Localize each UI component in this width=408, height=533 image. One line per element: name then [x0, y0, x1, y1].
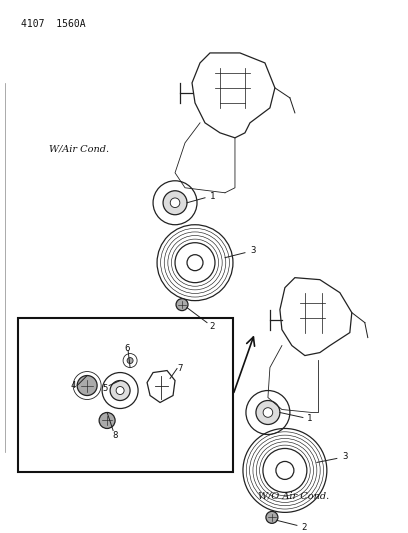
Circle shape: [256, 400, 280, 424]
Text: 4: 4: [71, 381, 76, 390]
Circle shape: [276, 462, 294, 479]
Text: 1: 1: [307, 414, 313, 423]
Text: 8: 8: [113, 431, 118, 440]
Text: 3: 3: [250, 246, 256, 255]
Circle shape: [170, 198, 180, 207]
Bar: [18, 318, 233, 472]
Text: W/O Air Cond.: W/O Air Cond.: [258, 491, 329, 500]
Circle shape: [110, 381, 130, 400]
Text: 2: 2: [301, 523, 306, 532]
Circle shape: [176, 298, 188, 311]
Circle shape: [127, 358, 133, 364]
Text: 2: 2: [209, 322, 215, 331]
Circle shape: [163, 191, 187, 215]
Circle shape: [266, 511, 278, 523]
Circle shape: [77, 376, 97, 395]
FancyArrowPatch shape: [234, 337, 255, 392]
Circle shape: [187, 255, 203, 271]
Text: W/Air Cond.: W/Air Cond.: [49, 144, 109, 154]
Text: 1: 1: [210, 192, 216, 201]
Text: 4107  1560A: 4107 1560A: [21, 19, 85, 29]
Text: 6: 6: [124, 344, 130, 353]
Text: 3: 3: [342, 452, 348, 461]
Circle shape: [99, 413, 115, 429]
Text: 5: 5: [102, 384, 108, 393]
Circle shape: [263, 408, 273, 417]
Text: 7: 7: [177, 364, 183, 373]
Circle shape: [116, 386, 124, 394]
